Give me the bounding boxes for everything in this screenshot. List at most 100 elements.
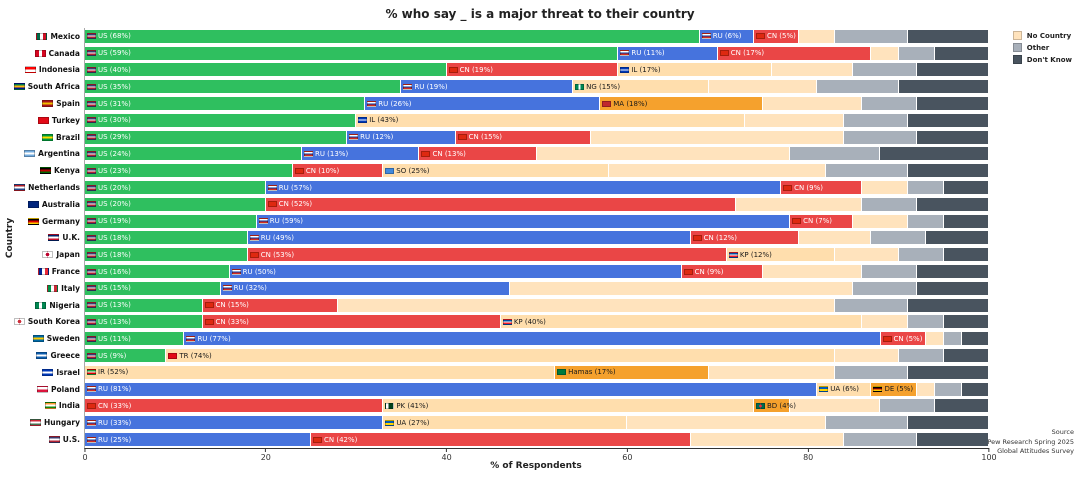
flag-icon-ru — [186, 335, 196, 342]
segment-label: US (29%) — [87, 133, 131, 141]
flag-icon-gr — [36, 352, 48, 360]
flag-icon-us — [87, 268, 96, 275]
bar-segment-cn: CN (33%) — [202, 315, 501, 329]
country-row-u-s-: U.S. RU (25%) CN (42%) — [48, 431, 989, 448]
segment-label: US (40%) — [87, 66, 131, 74]
bar-segment-no_country — [762, 265, 863, 279]
segment-label: US (20%) — [87, 184, 131, 192]
source-line: Source — [1051, 427, 1074, 436]
flag-icon-ru — [367, 100, 377, 107]
flag-icon-ru — [249, 234, 259, 241]
country-name: Canada — [48, 48, 80, 58]
country-axis-label: Turkey — [0, 116, 80, 125]
bar-segment-other — [853, 281, 917, 295]
flag-icon-ru — [222, 285, 232, 292]
flag-icon-us — [87, 352, 96, 359]
x-axis-label: % of Respondents — [490, 461, 582, 471]
stacked-bar: US (29%) RU (12%) CN (15%) — [85, 130, 989, 144]
bar-segment-us: US (29%) — [85, 130, 348, 144]
segment-label: RU (19%) — [403, 83, 448, 91]
segment-label: UA (6%) — [819, 385, 859, 393]
segment-label: US (31%) — [87, 100, 131, 108]
stacked-bar: US (9%) TR (74%) — [85, 349, 989, 363]
country-row-italy: Italy US (15%) RU (32%) — [47, 280, 989, 297]
flag-icon-cn — [249, 251, 259, 258]
stacked-bar: US (11%) RU (77%) CN (5%) — [85, 332, 989, 346]
bar-segment-dont_know — [907, 365, 989, 379]
bar-segment-no_country — [509, 281, 854, 295]
flag-icon-au — [27, 200, 39, 208]
bar-segment-il: IL (43%) — [356, 113, 745, 127]
bar-segment-cn: CN (17%) — [717, 46, 872, 60]
flag-icon-cn — [421, 150, 431, 157]
bar-segment-other — [844, 433, 917, 447]
bar-segment-cn: CN (33%) — [85, 399, 384, 413]
flag-icon-mx — [36, 32, 48, 40]
segment-label: RU (11%) — [620, 49, 665, 57]
flag-icon-ru — [349, 134, 359, 141]
source-line: Global Attitudes Survey — [997, 447, 1074, 456]
stacked-bar: US (35%) RU (19%) NG (15%) — [85, 80, 989, 94]
segment-label: US (13%) — [87, 318, 131, 326]
country-row-israel: Israel IR (52%) Hamas (17%) — [42, 364, 989, 381]
bar-segment-other — [826, 416, 908, 430]
country-axis-label: Hungary — [0, 418, 80, 427]
bar-segment-hamas: Hamas (17%) — [555, 365, 709, 379]
legend: No Country Other Don't Know — [1012, 31, 1072, 64]
segment-label: US (35%) — [87, 83, 131, 91]
flag-icon-us — [87, 251, 96, 258]
flag-icon-us — [87, 167, 96, 174]
segment-label: IL (17%) — [620, 66, 661, 74]
segment-label: CN (9%) — [783, 184, 823, 192]
flag-icon-ru — [620, 50, 630, 57]
flag-icon-cn — [204, 318, 214, 325]
bar-segment-ru: RU (50%) — [229, 265, 682, 279]
flag-icon-pl — [37, 385, 48, 393]
flag-icon-za — [13, 83, 25, 91]
stacked-bar: US (20%) CN (52%) — [85, 197, 989, 211]
flag-icon-cn — [448, 66, 458, 73]
bar-segment-cn: CN (12%) — [690, 231, 800, 245]
country-row-japan: Japan US (18%) CN (53%) KP (12%) — [42, 246, 989, 263]
country-row-greece: Greece US (9%) TR (74%) — [36, 347, 989, 364]
segment-label: CN (33%) — [204, 318, 249, 326]
bar-segment-other — [907, 181, 944, 195]
bar-segment-dont_know — [943, 181, 989, 195]
segment-label: IL (43%) — [358, 116, 398, 124]
bar-segment-dont_know — [907, 298, 989, 312]
bar-segment-us: US (16%) — [85, 265, 230, 279]
bar-segment-us: US (40%) — [85, 63, 447, 77]
x-axis-ticks: 0 20 40 60 80 100 — [82, 448, 997, 466]
country-axis-label: Australia — [0, 200, 80, 209]
bar-segment-no_country — [925, 332, 944, 346]
segment-label: RU (57%) — [267, 184, 312, 192]
bar-segment-us: US (11%) — [85, 332, 185, 346]
country-row-brazil: Brazil US (29%) RU (12%) CN (15%) — [42, 129, 989, 146]
country-name: Indonesia — [38, 65, 80, 75]
country-axis-label: U.S. — [0, 435, 80, 444]
flag-icon-us — [87, 33, 96, 40]
bar-segment-ru: RU (32%) — [220, 281, 510, 295]
bar-segment-no_country — [853, 214, 908, 228]
segment-label: RU (33%) — [87, 419, 131, 427]
flag-icon-de — [873, 386, 883, 393]
country-name: India — [58, 401, 80, 411]
bar-segment-other — [853, 63, 917, 77]
segment-label: CN (13%) — [421, 150, 466, 158]
bar-segment-no_country — [735, 197, 863, 211]
flag-icon-ma — [602, 100, 612, 107]
segment-label: CN (15%) — [204, 301, 249, 309]
bar-segment-other — [835, 365, 908, 379]
bar-segment-other — [862, 197, 917, 211]
bar-segment-cn: CN (15%) — [455, 130, 592, 144]
bar-segment-dont_know — [907, 113, 989, 127]
stacked-bar: US (19%) RU (59%) CN (7%) — [85, 214, 989, 228]
bar-segment-us: US (15%) — [85, 281, 221, 295]
bar-segment-dont_know — [934, 46, 989, 60]
flag-icon-ng — [575, 83, 585, 90]
flag-icon-cn — [783, 184, 793, 191]
bar-segment-cn: CN (15%) — [202, 298, 339, 312]
bar-segment-no_country — [772, 63, 854, 77]
bar-segment-no_country — [799, 29, 836, 43]
bar-segment-no_country — [862, 181, 908, 195]
